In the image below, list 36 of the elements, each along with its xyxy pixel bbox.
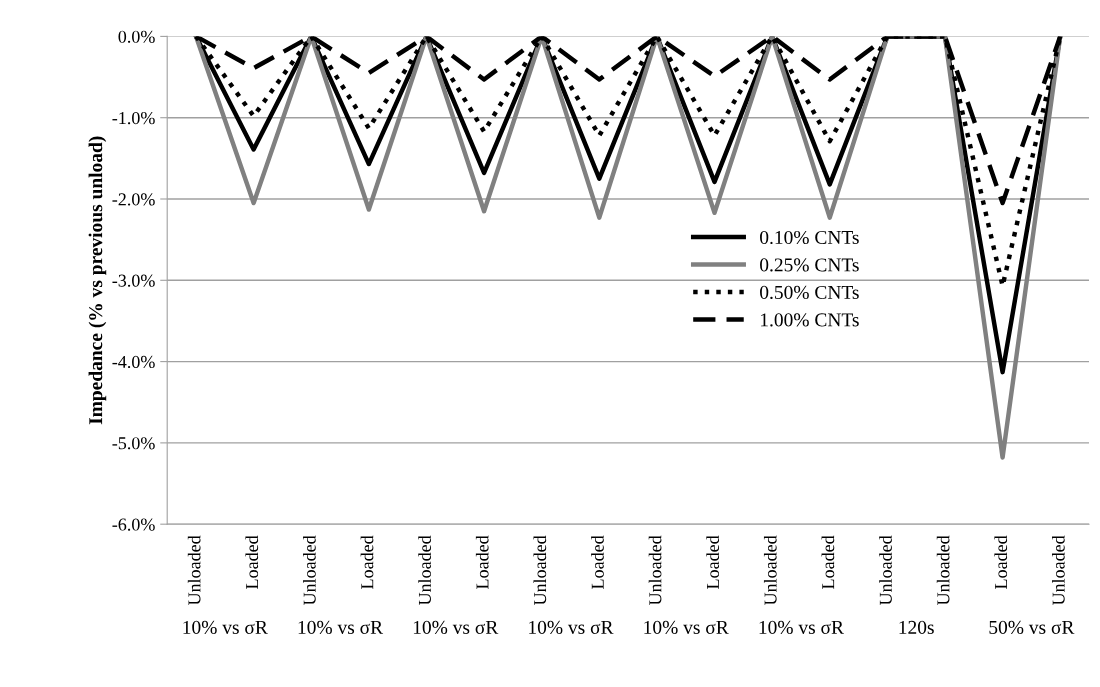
text: 10% vs σR [298, 620, 384, 634]
y-axis-title: Impedance (% vs previous unload) [88, 136, 107, 425]
x-tick-label: Unloaded [936, 535, 950, 606]
y-tick-label: -6.0% [112, 518, 155, 531]
text: 10% vs σR [529, 620, 614, 634]
x-tick-label: Loaded [821, 535, 835, 589]
y-tick-label: -1.0% [112, 111, 155, 125]
y-tick-label: 0.0% [118, 30, 155, 43]
text: 10% vs σR [413, 620, 499, 634]
text: 10% vs σR [759, 620, 844, 634]
y-tick-label: -4.0% [112, 355, 155, 369]
x-tick-label: Unloaded [1052, 535, 1065, 606]
legend-label: 0.10% CNTs [760, 230, 859, 245]
y-tick-label: -2.0% [112, 193, 155, 206]
text: 10% vs σR [644, 620, 729, 634]
x-tick-label: Unloaded [763, 535, 777, 606]
x-tick-label: Loaded [475, 535, 489, 589]
x-tick-label: Loaded [245, 535, 259, 589]
legend-label: 0.50% CNTs [760, 285, 859, 300]
x-tick-label: Unloaded [879, 535, 892, 606]
text: 120s [899, 620, 934, 634]
x-tick-label: Loaded [706, 535, 720, 589]
y-tick-label: -5.0% [112, 437, 155, 450]
x-tick-label: Loaded [360, 535, 374, 589]
x-tick-label: Loaded [994, 535, 1008, 589]
y-tick-label: -3.0% [112, 274, 155, 287]
x-tick-label: Unloaded [648, 535, 662, 606]
text: 10% vs σR [183, 620, 268, 634]
x-tick-label: Loaded [591, 535, 604, 589]
legend-label: 1.00% CNTs [761, 313, 859, 327]
x-tick-label: Unloaded [187, 535, 201, 606]
legend-label: 0.25% CNTs [760, 258, 859, 272]
x-tick-label: Unloaded [303, 535, 316, 606]
x-tick-label: Unloaded [418, 535, 431, 606]
text: 50% vs σR [989, 620, 1075, 634]
x-tick-label: Unloaded [533, 535, 547, 606]
